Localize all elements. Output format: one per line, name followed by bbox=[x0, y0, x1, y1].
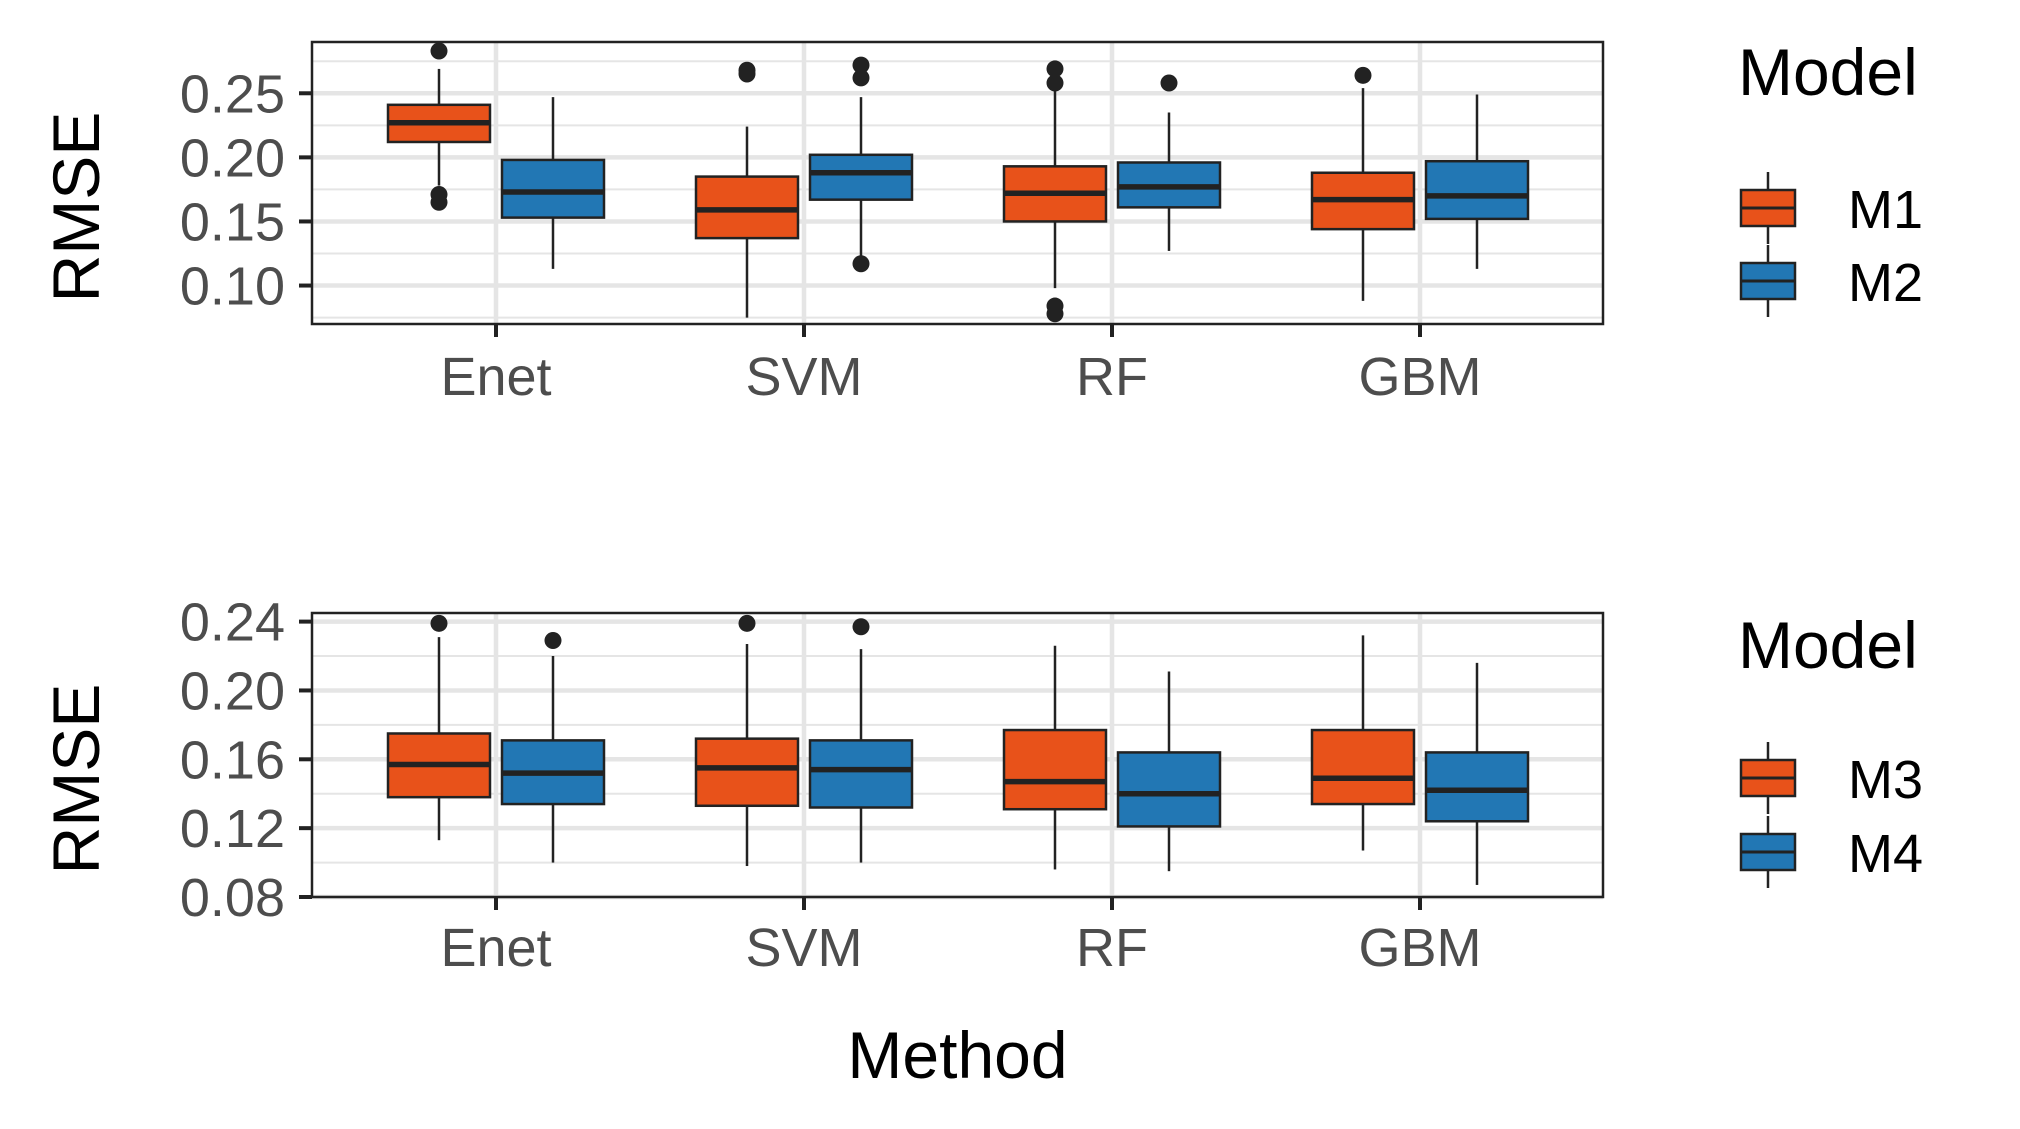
y-tick-label: 0.25 bbox=[180, 64, 285, 124]
x-tick-label: GBM bbox=[1358, 347, 1481, 407]
box-M1-RF bbox=[1002, 60, 1108, 323]
series-M3 bbox=[386, 614, 1416, 870]
box-M4-Enet bbox=[500, 632, 606, 863]
panel-2: 0.08 0.12 0.16 0.20 0.24 RMSE Enet SVM RF GBM Meth… bbox=[39, 593, 1923, 1092]
y-tick-label: 0.08 bbox=[180, 868, 285, 928]
x-tick-label: RF bbox=[1076, 918, 1148, 978]
boxplots bbox=[386, 42, 1530, 323]
series-M4 bbox=[500, 618, 1530, 885]
outlier-point bbox=[430, 614, 448, 632]
legend: Model M1 M2 bbox=[1738, 35, 1923, 317]
legend-title: Model bbox=[1738, 35, 1918, 109]
x-tick-label: SVM bbox=[745, 918, 862, 978]
box-body bbox=[808, 739, 914, 809]
legend-label: M1 bbox=[1848, 180, 1923, 240]
y-axis: 0.100.150.200.25 RMSE bbox=[39, 64, 312, 317]
box-body bbox=[1424, 751, 1530, 823]
outlier-point bbox=[430, 193, 448, 211]
series-M1 bbox=[386, 42, 1416, 323]
y-tick-label: 0.15 bbox=[180, 192, 285, 252]
panel-border bbox=[310, 40, 1605, 326]
y-axis: 0.08 0.12 0.16 0.20 0.24 RMSE bbox=[39, 593, 312, 928]
box-M3-Enet bbox=[386, 614, 492, 841]
outlier-point bbox=[852, 255, 870, 273]
box-M2-SVM bbox=[808, 56, 914, 273]
legend-item-M3: M3 bbox=[1739, 742, 1923, 814]
box-M3-RF bbox=[1002, 645, 1108, 870]
legend-item-M4: M4 bbox=[1739, 816, 1923, 888]
outlier-point bbox=[738, 65, 756, 83]
y-axis-title: RMSE bbox=[39, 112, 113, 303]
box-M1-Enet bbox=[386, 42, 492, 211]
x-tick-label: Enet bbox=[440, 918, 551, 978]
x-tick-label: Enet bbox=[440, 347, 551, 407]
y-tick-label: 0.20 bbox=[180, 661, 285, 721]
outlier-point bbox=[1354, 66, 1372, 84]
x-axis: Enet SVM RF GBM Method bbox=[440, 897, 1482, 1092]
y-tick-label: 0.20 bbox=[180, 128, 285, 188]
outlier-point bbox=[544, 632, 562, 650]
box-body bbox=[1002, 728, 1108, 811]
x-axis: Enet SVM RF GBM bbox=[440, 324, 1482, 407]
y-tick-label: 0.10 bbox=[180, 257, 285, 317]
box-body bbox=[1310, 728, 1416, 806]
box-body bbox=[694, 737, 800, 808]
outlier-point bbox=[430, 42, 448, 60]
legend-title: Model bbox=[1738, 608, 1918, 682]
box-body bbox=[500, 158, 606, 219]
panel-border bbox=[310, 611, 1605, 899]
y-tick-label: 0.12 bbox=[180, 799, 285, 859]
box-body bbox=[1424, 159, 1530, 221]
outlier-point bbox=[738, 614, 756, 632]
legend-label: M2 bbox=[1848, 253, 1923, 313]
series-M2 bbox=[500, 56, 1530, 273]
outlier-point bbox=[1046, 74, 1064, 92]
box-M3-SVM bbox=[694, 614, 800, 867]
outlier-point bbox=[1046, 60, 1064, 78]
legend: Model M3 M4 bbox=[1738, 608, 1923, 888]
y-tick-label: 0.16 bbox=[180, 730, 285, 790]
legend-item-M1: M1 bbox=[1739, 172, 1923, 244]
x-tick-label: RF bbox=[1076, 347, 1148, 407]
box-M3-GBM bbox=[1310, 635, 1416, 851]
box-M2-RF bbox=[1116, 74, 1222, 251]
outlier-point bbox=[852, 69, 870, 87]
box-M1-SVM bbox=[694, 61, 800, 318]
x-axis-title: Method bbox=[847, 1018, 1067, 1092]
box-M2-GBM bbox=[1424, 94, 1530, 269]
y-tick-label: 0.24 bbox=[180, 593, 285, 653]
boxplots bbox=[386, 614, 1530, 885]
box-body bbox=[808, 153, 914, 201]
outlier-point bbox=[1160, 74, 1178, 92]
outlier-point bbox=[852, 56, 870, 74]
outlier-point bbox=[852, 618, 870, 636]
box-M4-GBM bbox=[1424, 662, 1530, 885]
legend-label: M4 bbox=[1848, 824, 1923, 884]
box-M4-RF bbox=[1116, 671, 1222, 872]
legend-label: M3 bbox=[1848, 750, 1923, 810]
box-M4-SVM bbox=[808, 618, 914, 863]
y-axis-title: RMSE bbox=[39, 684, 113, 875]
box-M2-Enet bbox=[500, 97, 606, 269]
legend-item-M2: M2 bbox=[1739, 245, 1923, 317]
outlier-point bbox=[1046, 305, 1064, 323]
box-body bbox=[1116, 751, 1222, 828]
box-M1-GBM bbox=[1310, 66, 1416, 301]
x-tick-label: SVM bbox=[745, 347, 862, 407]
x-tick-label: GBM bbox=[1358, 918, 1481, 978]
